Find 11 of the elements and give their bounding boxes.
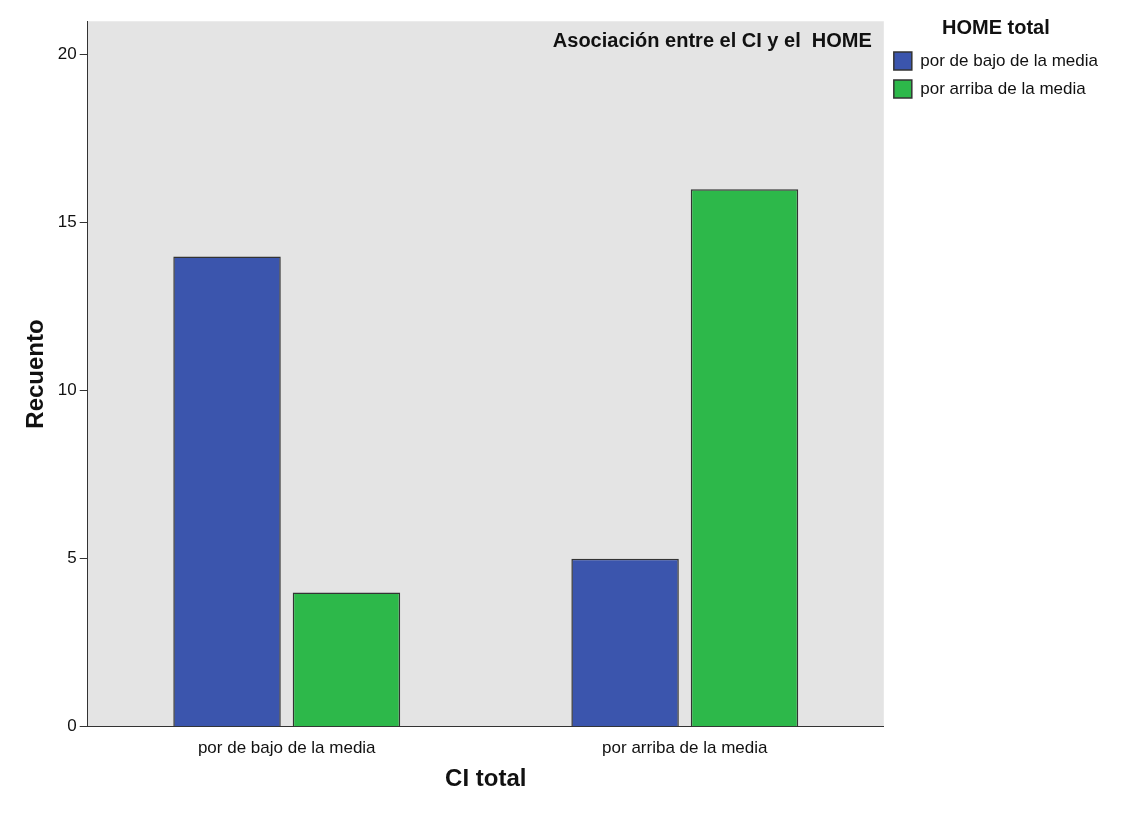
y-tick-label: 20 <box>57 44 77 64</box>
y-tick-label: 0 <box>67 716 77 736</box>
legend-label: por arriba de la media <box>920 78 1087 98</box>
chart-title: Asociación entre el CI y el HOME <box>552 28 872 51</box>
legend-label: por de bajo de la media <box>920 50 1099 70</box>
x-axis-title: CI total <box>445 764 527 792</box>
y-axis-title: Recuento <box>21 319 49 429</box>
y-tick-label: 10 <box>57 380 77 400</box>
y-tick-label: 5 <box>67 548 77 568</box>
legend-title: HOME total <box>942 15 1050 38</box>
y-tick-label: 15 <box>57 212 77 232</box>
